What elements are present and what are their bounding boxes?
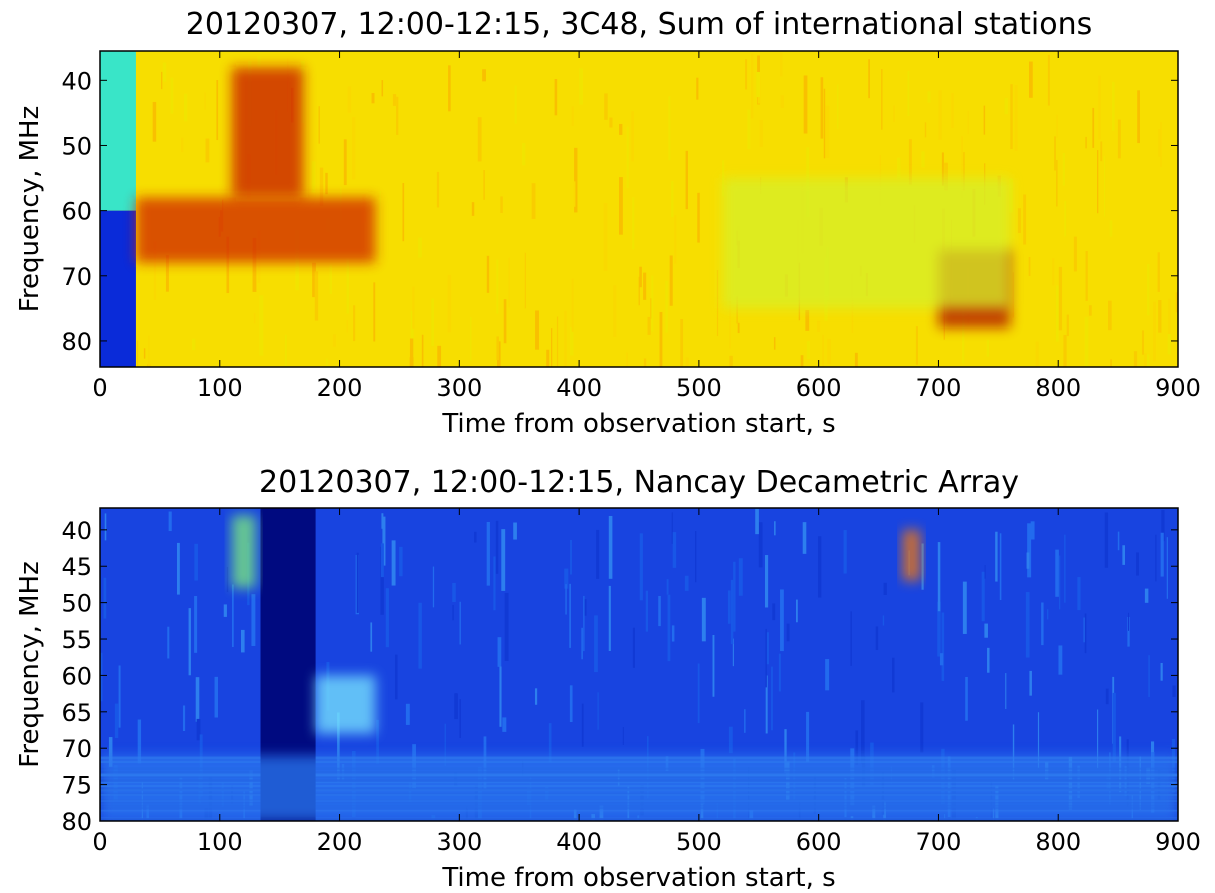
bottom-ytick-label: 55	[61, 626, 92, 654]
top-x-axis-label: Time from observation start, s	[441, 409, 835, 439]
bottom-xtick-label: 900	[1155, 828, 1201, 856]
top-xtick-label: 900	[1155, 374, 1201, 402]
top-intense-region-2	[135, 197, 376, 263]
bottom-xtick-label: 400	[556, 828, 602, 856]
top-xtick-label: 200	[317, 374, 363, 402]
bottom-xtick-label: 200	[317, 828, 363, 856]
top-xtick-label: 100	[197, 374, 243, 402]
top-chart-title: 20120307, 12:00-12:15, 3C48, Sum of inte…	[186, 7, 1093, 42]
bottom-bright-region-4	[902, 529, 921, 581]
bottom-xtick-label: 600	[796, 828, 842, 856]
bottom-x-axis-label: Time from observation start, s	[441, 863, 835, 893]
bottom-y-axis-label: Frequency, MHz	[15, 561, 45, 767]
bottom-panel: 0 100 200 300 400 500 600 700 800 900 40 45 50 55 60 65…	[15, 465, 1201, 893]
top-xtick-label: 600	[796, 374, 842, 402]
top-ytick-label: 60	[61, 198, 92, 226]
bottom-ytick-label: 70	[61, 735, 92, 763]
bottom-chart-title: 20120307, 12:00-12:15, Nancay Decametric…	[259, 465, 1019, 500]
bottom-ytick-label: 50	[61, 590, 92, 618]
top-xtick-label: 500	[676, 374, 722, 402]
top-xtick-label: 700	[916, 374, 962, 402]
bottom-xtick-label: 800	[1035, 828, 1081, 856]
bottom-ytick-label: 75	[61, 772, 92, 800]
top-ytick-label: 50	[61, 132, 92, 160]
top-panel: 0 100 200 300 400 500 600 700 800 900 40 50 60 70 80 20…	[15, 7, 1201, 439]
top-masked-block-0	[100, 51, 136, 211]
bottom-xtick-label: 500	[676, 828, 722, 856]
bottom-ytick-label: 40	[61, 517, 92, 545]
bottom-bright-region-2	[231, 515, 256, 589]
bottom-noisy-band-1	[100, 755, 1178, 821]
bottom-heatmap	[100, 508, 1178, 821]
bottom-ytick-label: 60	[61, 662, 92, 690]
top-ytick-label: 70	[61, 263, 92, 291]
bottom-ytick-label: 45	[61, 553, 92, 581]
top-masked-block-1	[100, 210, 136, 367]
top-heatmap	[100, 51, 1178, 367]
top-plot-frame	[99, 50, 1179, 368]
top-ytick-label: 40	[61, 67, 92, 95]
bottom-xtick-label: 0	[92, 828, 107, 856]
top-intense-region-3	[231, 67, 304, 198]
bottom-plot-frame	[99, 507, 1179, 822]
top-y-axis-label: Frequency, MHz	[15, 106, 45, 312]
top-xtick-label: 800	[1035, 374, 1081, 402]
bottom-xtick-label: 300	[436, 828, 482, 856]
top-ytick-label: 80	[61, 328, 92, 356]
top-xtick-label: 0	[92, 374, 107, 402]
top-xtick-label: 300	[436, 374, 482, 402]
bottom-bright-region-3	[315, 675, 376, 734]
bottom-ytick-label: 65	[61, 699, 92, 727]
bottom-xtick-label: 100	[197, 828, 243, 856]
bottom-ytick-label: 80	[61, 808, 92, 836]
top-quiet-region-5	[722, 178, 1011, 309]
bottom-xtick-label: 700	[916, 828, 962, 856]
top-xtick-label: 400	[556, 374, 602, 402]
